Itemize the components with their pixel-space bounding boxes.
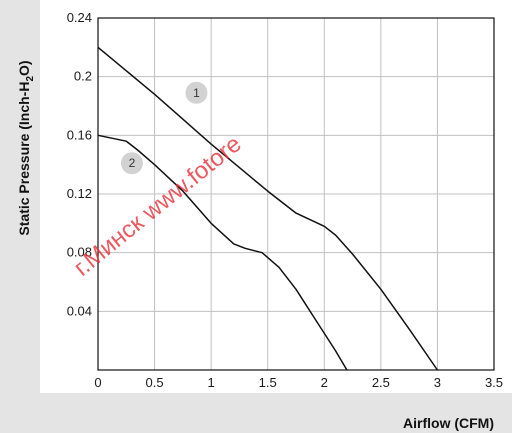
series-marker-label: 2 [129, 156, 136, 170]
x-axis-label: Airflow (CFM) [403, 415, 494, 431]
series-line-1 [97, 46, 439, 371]
x-tick-label: 1 [208, 375, 215, 390]
y-tick-label: 0.04 [67, 303, 92, 318]
y-tick-label: 0.16 [67, 127, 92, 142]
x-tick-labels: 0 0.5 1 1.5 2 2.5 3 3.5 [94, 375, 503, 390]
y-axis-label: Static Pressure (Inch-H2O) [16, 60, 36, 235]
chart-background-bottom [40, 393, 512, 433]
series-lines [97, 46, 439, 371]
x-tick-label: 2 [321, 375, 328, 390]
y-tick-label: 0.2 [74, 69, 92, 84]
y-axis-title: Static Pressure (Inch-H2O) [16, 60, 36, 235]
x-tick-label: 2.5 [372, 375, 390, 390]
chart-background-left [0, 0, 40, 433]
y-tick-labels: 0.04 0.08 0.12 0.16 0.2 0.24 [67, 10, 92, 318]
x-tick-label: 1.5 [259, 375, 277, 390]
x-tick-label: 3 [434, 375, 441, 390]
plot-area: 12 [97, 17, 495, 371]
series-marker-1 [185, 81, 208, 104]
grid-lines [98, 18, 494, 370]
series-marker-label: 1 [193, 86, 200, 100]
series-line-2 [97, 134, 348, 371]
x-tick-label: 0 [94, 375, 101, 390]
plot-frame [97, 17, 495, 371]
series-marker-2 [120, 152, 143, 175]
series-markers: 12 [120, 81, 208, 175]
x-tick-label: 3.5 [485, 375, 503, 390]
y-tick-label: 0.24 [67, 10, 92, 25]
x-tick-label: 0.5 [146, 375, 164, 390]
y-tick-label: 0.12 [67, 186, 92, 201]
y-tick-label: 0.08 [67, 245, 92, 260]
